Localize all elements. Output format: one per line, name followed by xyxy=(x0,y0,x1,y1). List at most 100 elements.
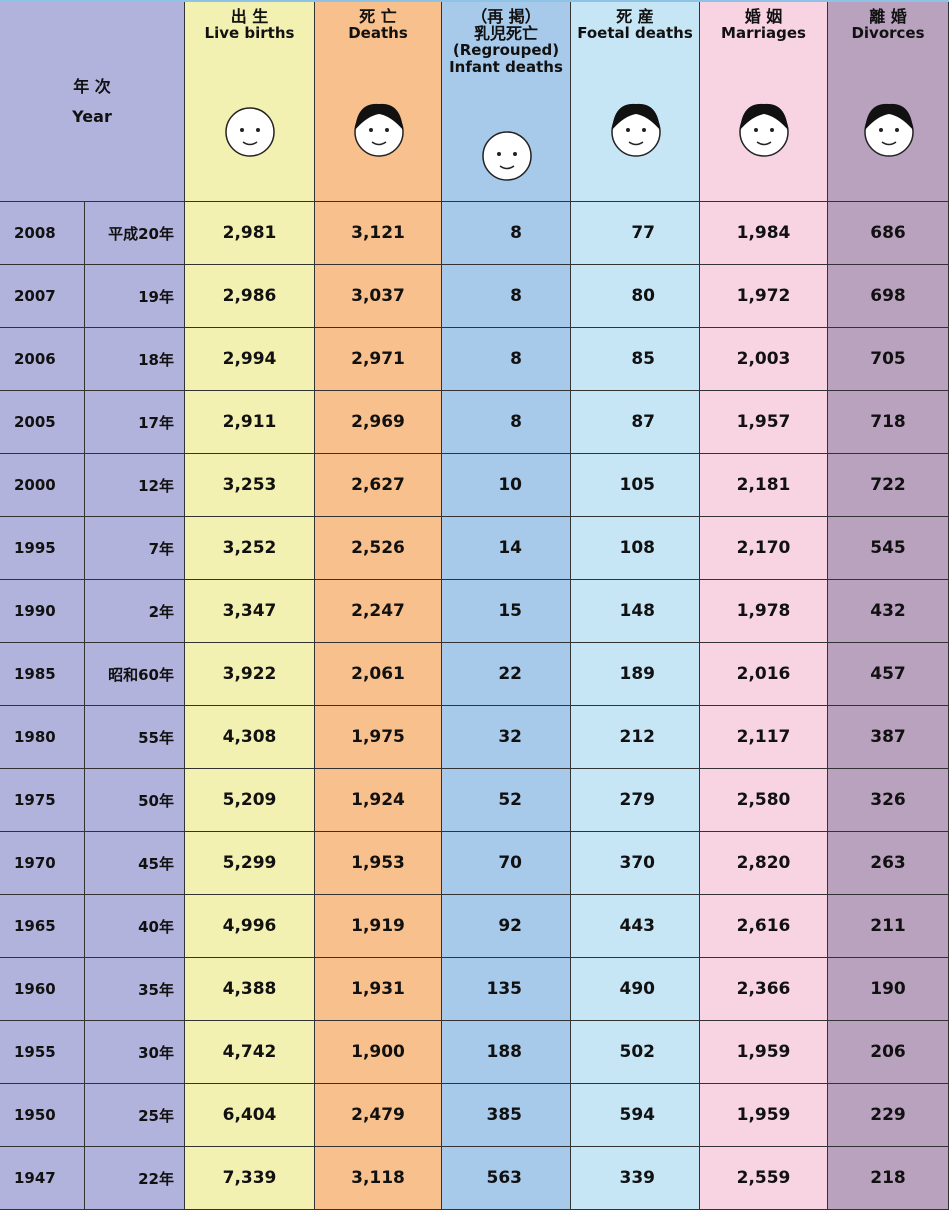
cell-text: 686 xyxy=(870,223,906,243)
value-cell: 718 xyxy=(828,391,949,454)
cell-text: 17年 xyxy=(138,412,174,433)
cell-text: 2,117 xyxy=(737,727,791,747)
value-cell: 3,121 xyxy=(315,202,442,265)
value-cell: 70 xyxy=(442,832,571,895)
value-cell: 3,253 xyxy=(185,454,315,517)
value-cell: 108 xyxy=(571,517,700,580)
cell-text: 2,820 xyxy=(737,853,791,873)
cell-text: 385 xyxy=(487,1105,523,1125)
value-cell: 1,957 xyxy=(700,391,828,454)
year-cell: 40年 xyxy=(85,895,185,958)
value-cell: 2,181 xyxy=(700,454,828,517)
cell-text: 2,986 xyxy=(223,286,277,306)
illustration xyxy=(467,114,547,194)
value-cell: 190 xyxy=(828,958,949,1021)
header-cell: 死 産Foetal deaths xyxy=(571,2,700,202)
header-text: 年 次 xyxy=(73,72,111,102)
cell-text: 387 xyxy=(870,727,906,747)
value-cell: 326 xyxy=(828,769,949,832)
value-cell: 4,742 xyxy=(185,1021,315,1084)
value-cell: 8 xyxy=(442,265,571,328)
cell-text: 1,959 xyxy=(737,1105,791,1125)
year-cell: 30年 xyxy=(85,1021,185,1084)
header-text: Divorces xyxy=(851,25,924,42)
value-cell: 2,971 xyxy=(315,328,442,391)
header-text: Deaths xyxy=(348,25,408,42)
cell-text: 218 xyxy=(870,1168,906,1188)
cell-text: 1,931 xyxy=(351,979,405,999)
value-cell: 1,972 xyxy=(700,265,828,328)
value-cell: 229 xyxy=(828,1084,949,1147)
cell-text: 211 xyxy=(870,916,906,936)
cell-text: 1965 xyxy=(14,917,56,935)
cell-text: 563 xyxy=(487,1168,523,1188)
header-cell: （再 掲）乳児死亡(Regrouped)Infant deaths xyxy=(442,2,571,202)
cell-text: 2,479 xyxy=(351,1105,405,1125)
value-cell: 686 xyxy=(828,202,949,265)
cell-text: 3,253 xyxy=(223,475,277,495)
cell-text: 698 xyxy=(870,286,906,306)
year-cell: 17年 xyxy=(85,391,185,454)
value-cell: 2,061 xyxy=(315,643,442,706)
cell-text: 4,996 xyxy=(223,916,277,936)
value-cell: 385 xyxy=(442,1084,571,1147)
illustration xyxy=(210,90,290,170)
cell-text: 2006 xyxy=(14,350,56,368)
eye xyxy=(513,152,517,156)
cell-text: 5,299 xyxy=(223,853,277,873)
value-cell: 2,820 xyxy=(700,832,828,895)
cell-text: 1975 xyxy=(14,791,56,809)
value-cell: 105 xyxy=(571,454,700,517)
cell-text: 190 xyxy=(870,979,906,999)
cell-text: 2000 xyxy=(14,476,56,494)
value-cell: 370 xyxy=(571,832,700,895)
cell-text: 1,959 xyxy=(737,1042,791,1062)
cell-text: 2,016 xyxy=(737,664,791,684)
value-cell: 85 xyxy=(571,328,700,391)
value-cell: 2,911 xyxy=(185,391,315,454)
cell-text: 2,247 xyxy=(351,601,405,621)
cell-text: 326 xyxy=(870,790,906,810)
illustration xyxy=(596,90,676,170)
cell-text: 52 xyxy=(498,790,522,810)
illustration xyxy=(339,90,419,170)
header-year: 年 次Year xyxy=(0,2,185,202)
value-cell: 3,252 xyxy=(185,517,315,580)
cell-text: 2008 xyxy=(14,224,56,242)
eye xyxy=(240,128,244,132)
cell-text: 8 xyxy=(510,286,522,306)
cell-text: 1,919 xyxy=(351,916,405,936)
year-cell: 45年 xyxy=(85,832,185,895)
cell-text: 12年 xyxy=(138,475,174,496)
year-cell: 1970 xyxy=(0,832,85,895)
cell-text: 70 xyxy=(498,853,522,873)
year-cell: 35年 xyxy=(85,958,185,1021)
value-cell: 7,339 xyxy=(185,1147,315,1210)
cell-text: 4,308 xyxy=(223,727,277,747)
value-cell: 2,366 xyxy=(700,958,828,1021)
cell-text: 2,580 xyxy=(737,790,791,810)
cell-text: 722 xyxy=(870,475,906,495)
year-cell: 1990 xyxy=(0,580,85,643)
cell-text: 2,170 xyxy=(737,538,791,558)
cell-text: 2,911 xyxy=(223,412,277,432)
cell-text: 705 xyxy=(870,349,906,369)
header-text: 離 婚 xyxy=(869,8,907,25)
value-cell: 1,975 xyxy=(315,706,442,769)
header-text: Infant deaths xyxy=(449,59,563,76)
value-cell: 387 xyxy=(828,706,949,769)
cell-text: 2,526 xyxy=(351,538,405,558)
year-cell: 50年 xyxy=(85,769,185,832)
year-cell: 55年 xyxy=(85,706,185,769)
year-cell: 22年 xyxy=(85,1147,185,1210)
value-cell: 2,526 xyxy=(315,517,442,580)
value-cell: 443 xyxy=(571,895,700,958)
cell-text: 4,742 xyxy=(223,1042,277,1062)
cell-text: 2,627 xyxy=(351,475,405,495)
value-cell: 3,037 xyxy=(315,265,442,328)
value-cell: 263 xyxy=(828,832,949,895)
eye xyxy=(256,128,260,132)
cell-text: 135 xyxy=(487,979,523,999)
cell-text: 443 xyxy=(620,916,656,936)
year-cell: 12年 xyxy=(85,454,185,517)
